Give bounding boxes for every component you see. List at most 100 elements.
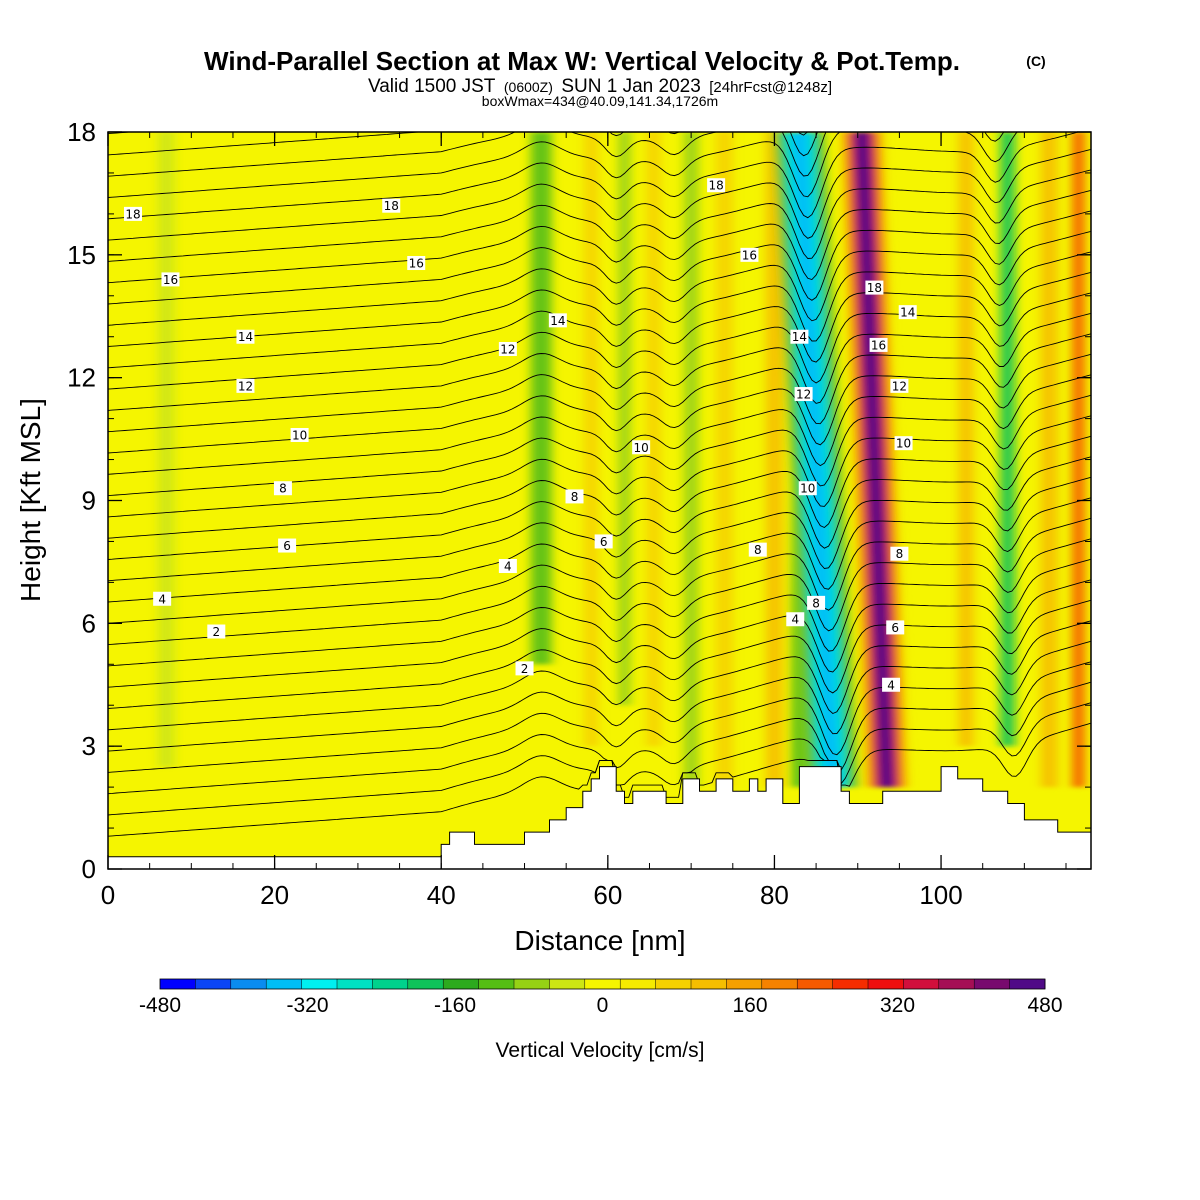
- valid-forecast: [24hrFcst@1248z]: [709, 79, 832, 96]
- theta-contour-label: 4: [498, 559, 517, 574]
- theta-contour-label: 16: [740, 247, 759, 262]
- theta-contour-label: 10: [894, 436, 913, 451]
- velocity-band: [157, 132, 175, 767]
- theta-contour-line: [108, 558, 1091, 667]
- theta-contour-line: [108, 456, 1091, 560]
- x-tick-label: 80: [760, 880, 789, 910]
- theta-contour-label: 12: [236, 378, 255, 393]
- boxwmax-line: boxWmax=434@40.09,141.34,1726m: [482, 93, 718, 109]
- colorbar-swatch: [726, 979, 763, 989]
- colorbar-tick-label: 160: [732, 994, 767, 1017]
- colorbar-swatch: [514, 979, 550, 989]
- y-tick-label: 3: [82, 731, 96, 761]
- svg-text:10: 10: [292, 428, 307, 442]
- colorbar-swatch: [372, 979, 409, 989]
- y-axis-label: Height [Kft MSL]: [15, 398, 46, 602]
- velocity-band: [646, 132, 661, 747]
- svg-text:10: 10: [896, 437, 911, 451]
- svg-text:6: 6: [891, 621, 899, 635]
- theta-contour-label: 16: [407, 256, 426, 271]
- colorbar-swatch: [974, 979, 1011, 989]
- theta-contour-line: [108, 538, 1091, 646]
- theta-contour-line: [108, 251, 1091, 347]
- x-tick-label: 0: [101, 880, 115, 910]
- y-tick-label: 15: [67, 240, 96, 270]
- colorbar-swatch: [620, 979, 657, 989]
- theta-contour-line: [108, 435, 1091, 539]
- theta-contour-label: 18: [123, 206, 142, 221]
- y-tick-label: 6: [82, 608, 96, 638]
- colorbar-swatch: [832, 979, 869, 989]
- colorbar-swatch: [903, 979, 940, 989]
- x-tick-label: 20: [260, 880, 289, 910]
- colorbar-swatch: [584, 979, 621, 989]
- theta-contour-label: 16: [869, 337, 888, 352]
- svg-text:8: 8: [571, 490, 579, 504]
- theta-contour-line: [108, 702, 1091, 816]
- valid-date: SUN 1 Jan 2023: [561, 76, 700, 97]
- theta-contours: [108, 132, 1091, 837]
- svg-text:14: 14: [550, 314, 565, 328]
- svg-text:4: 4: [158, 592, 166, 606]
- colorbar-tick-label: 320: [880, 994, 915, 1017]
- colorbar-swatch: [301, 979, 338, 989]
- colorbar-tick-label: -160: [434, 994, 476, 1017]
- x-tick-label: 40: [427, 880, 456, 910]
- velocity-band: [530, 132, 552, 665]
- theta-contour-label: 4: [153, 591, 172, 606]
- theta-contour-line: [108, 312, 1091, 411]
- theta-contour-line: [108, 620, 1091, 731]
- svg-text:8: 8: [812, 596, 820, 610]
- svg-text:18: 18: [125, 207, 140, 221]
- theta-contour-label: 2: [207, 624, 226, 639]
- theta-contour-line: [108, 132, 1005, 177]
- theta-contour-label: 18: [865, 280, 884, 295]
- velocity-wave-core: [855, 132, 894, 788]
- colorbar-tick-labels: -480 -320 -160 0 160 320 480: [139, 994, 1063, 1017]
- colorbar-label: Vertical Velocity [cm/s]: [496, 1039, 705, 1062]
- theta-contour-labels: 18 18 18 18 16 16 16 16 14 14 14 14 12 12 12 12 10 10 10 10…: [123, 178, 917, 692]
- velocity-band: [1000, 132, 1016, 747]
- colorbar-swatch: [797, 979, 834, 989]
- y-axis-tick-labels: 0 3 6 9 12 15 18: [67, 117, 96, 884]
- x-axis-tick-labels: 0 20 40 60 80 100: [101, 880, 963, 910]
- theta-contour-line: [108, 132, 818, 157]
- theta-contour-line: [108, 230, 1091, 326]
- velocity-band: [958, 132, 974, 747]
- theta-contour-line: [108, 189, 1091, 284]
- y-tick-label: 9: [82, 486, 96, 516]
- svg-text:14: 14: [792, 330, 807, 344]
- colorbar-swatch: [160, 979, 196, 989]
- velocity-band: [766, 132, 783, 788]
- theta-contour-label: 8: [807, 595, 826, 610]
- theta-contour-line: [108, 640, 1091, 752]
- theta-contour-label: 16: [161, 272, 180, 287]
- colorbar-tick-label: -320: [286, 994, 328, 1017]
- theta-contour-line: [108, 148, 1091, 241]
- colorbar-swatch: [655, 979, 692, 989]
- svg-text:16: 16: [163, 273, 178, 287]
- theta-contour-line: [108, 394, 1091, 497]
- theta-contour-line: [108, 292, 1091, 390]
- theta-contour-label: 4: [786, 612, 805, 627]
- velocity-band: [1072, 132, 1085, 788]
- velocity-band: [683, 132, 699, 788]
- svg-text:16: 16: [742, 248, 757, 262]
- valid-utc: (0600Z): [504, 79, 553, 95]
- copyright-mark: (C): [1026, 53, 1045, 69]
- svg-text:14: 14: [238, 330, 253, 344]
- svg-text:4: 4: [504, 560, 512, 574]
- velocity-background: [108, 132, 1091, 869]
- svg-text:18: 18: [384, 199, 399, 213]
- theta-contour-line: [108, 169, 1091, 262]
- velocity-band: [1041, 132, 1058, 788]
- valid-prefix: Valid 1500 JST: [368, 76, 496, 97]
- svg-text:10: 10: [800, 482, 815, 496]
- x-tick-label: 100: [919, 880, 962, 910]
- y-tick-label: 18: [67, 117, 96, 147]
- y-tick-label: 12: [67, 363, 96, 393]
- svg-text:8: 8: [896, 547, 904, 561]
- x-tick-label: 60: [593, 880, 622, 910]
- theta-contour-line: [108, 353, 1091, 454]
